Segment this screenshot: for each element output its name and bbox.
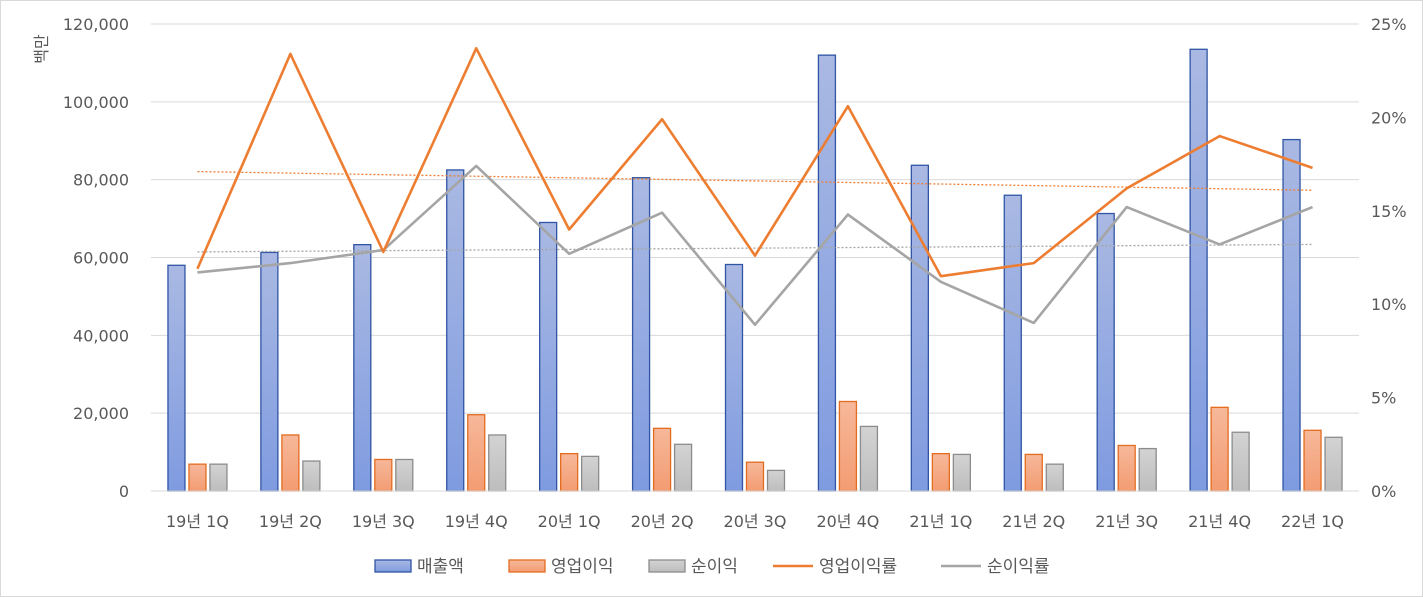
y-tick-label: 60,000: [73, 249, 129, 268]
bar-net-profit: [673, 443, 693, 492]
y-tick-label: 100,000: [63, 93, 129, 112]
bar-operating-profit: [281, 434, 300, 492]
bar-revenue: [1282, 138, 1301, 492]
bar-net-profit: [952, 453, 971, 492]
bar-revenue: [353, 244, 372, 492]
legend-net-profit-swatch: [648, 559, 686, 573]
lines: [196, 46, 1314, 327]
x-tick-label: 19년 2Q: [259, 512, 322, 531]
bar-revenue: [910, 164, 929, 492]
y-tick-label: 0: [119, 482, 129, 501]
x-tick-label: 20년 2Q: [631, 512, 694, 531]
x-tick-label: 21년 2Q: [1002, 512, 1065, 531]
y-tick-label: 120,000: [63, 15, 129, 34]
legend-net-margin-label: 순이익률: [987, 557, 1050, 577]
y2-tick-label: 5%: [1371, 389, 1396, 408]
trendline-operating-margin: [197, 170, 1313, 191]
y2-tick-label: 10%: [1371, 295, 1407, 314]
bar-net-profit: [395, 458, 414, 492]
bar-operating-profit: [1210, 406, 1229, 492]
legend-operating-margin-label: 영업이익률: [819, 557, 897, 577]
bar-revenue: [817, 54, 837, 492]
legend-revenue-label: 매출액: [417, 557, 464, 577]
x-tick-label: 21년 1Q: [909, 512, 972, 531]
x-tick-label: 22년 1Q: [1281, 512, 1344, 531]
y2-tick-label: 15%: [1371, 202, 1407, 221]
line-operating-margin: [196, 46, 1313, 278]
bar-operating-profit: [1024, 453, 1043, 492]
bar-operating-profit: [467, 414, 486, 492]
bar-net-profit: [488, 434, 507, 492]
legend-revenue-swatch: [374, 559, 412, 573]
x-tick-label: 20년 3Q: [724, 512, 787, 531]
x-tick-label: 19년 1Q: [166, 512, 229, 531]
y-tick-label: 20,000: [73, 404, 129, 423]
bar-net-profit: [581, 455, 600, 492]
bar-net-profit: [209, 463, 228, 492]
y2-tick-label: 20%: [1371, 108, 1407, 127]
x-tick-label: 19년 4Q: [445, 512, 508, 531]
x-tick-label: 19년 3Q: [352, 512, 415, 531]
y2-tick-label: 0%: [1371, 482, 1396, 501]
bar-operating-profit: [1303, 429, 1322, 492]
legend-net-profit-label: 순이익: [691, 557, 738, 577]
x-tick-label: 20년 1Q: [538, 512, 601, 531]
bar-net-profit: [1045, 463, 1064, 492]
bar-operating-profit: [652, 427, 672, 492]
bar-operating-profit: [931, 452, 950, 492]
bar-net-profit: [1231, 431, 1250, 492]
bar-operating-profit: [838, 400, 858, 492]
bar-revenue: [1003, 194, 1022, 492]
y-tick-label: 80,000: [73, 171, 129, 190]
bar-operating-profit: [745, 461, 765, 492]
bar-revenue: [539, 221, 558, 492]
y-tick-label: 40,000: [73, 326, 129, 345]
bar-net-profit: [1138, 447, 1157, 492]
bar-net-profit: [766, 469, 786, 492]
bar-operating-profit: [374, 458, 393, 492]
bar-net-profit: [1324, 436, 1343, 492]
bar-net-profit: [859, 425, 879, 492]
legend: 매출액 영업이익 순이익 영업이익률 순이익률: [374, 557, 1050, 577]
y-axis-label: 백만: [32, 34, 51, 64]
x-tick-label: 20년 4Q: [816, 512, 879, 531]
bars: [167, 48, 1343, 492]
bar-net-profit: [302, 460, 321, 492]
bar-revenue: [1096, 212, 1115, 492]
legend-operating-profit-label: 영업이익: [551, 557, 614, 577]
bar-revenue: [260, 251, 279, 492]
bar-operating-profit: [560, 452, 579, 492]
bar-operating-profit: [1117, 444, 1136, 492]
bar-revenue: [167, 264, 186, 492]
y2-tick-label: 25%: [1371, 15, 1407, 34]
legend-operating-profit-swatch: [508, 559, 546, 573]
x-tick-label: 21년 3Q: [1095, 512, 1158, 531]
x-tick-label: 21년 4Q: [1188, 512, 1251, 531]
gridlines: [151, 23, 1359, 492]
axes: 백만 0 20,000 40,000 60,000 80,000 100,000 120,0…: [32, 15, 1407, 531]
bar-operating-profit: [188, 463, 207, 492]
bar-revenue: [446, 169, 465, 492]
bar-revenue: [1189, 48, 1208, 492]
